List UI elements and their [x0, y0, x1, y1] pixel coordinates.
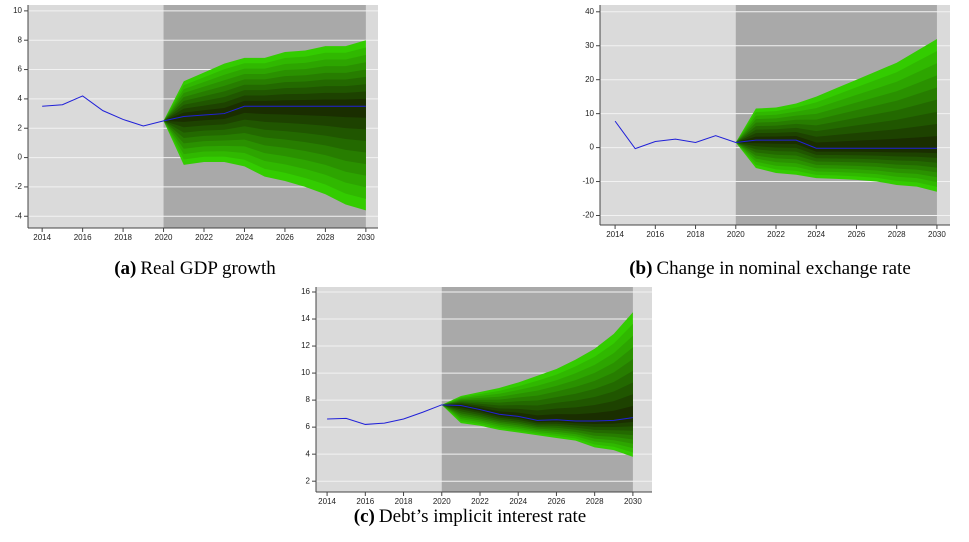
x-tick-label: 2020 — [155, 233, 173, 242]
caption-text: Change in nominal exchange rate — [656, 258, 910, 279]
caption-text: Real GDP growth — [140, 258, 276, 279]
y-tick-label: 30 — [585, 41, 594, 50]
caption: (b) Change in nominal exchange rate — [629, 258, 911, 279]
y-tick-label: 0 — [18, 153, 23, 162]
y-tick-label: -10 — [582, 177, 594, 186]
y-tick-label: 20 — [585, 75, 594, 84]
y-tick-label: -2 — [15, 182, 23, 191]
x-tick-label: 2022 — [471, 497, 489, 506]
x-tick-label: 2016 — [646, 230, 664, 239]
x-tick-label: 2024 — [807, 230, 825, 239]
y-tick-label: -4 — [15, 211, 23, 220]
y-tick-label: 8 — [306, 395, 311, 404]
x-tick-label: 2024 — [236, 233, 254, 242]
caption: (a) Real GDP growth — [114, 258, 276, 279]
y-tick-label: 6 — [18, 65, 23, 74]
x-tick-label: 2016 — [356, 497, 374, 506]
x-tick-label: 2016 — [74, 233, 92, 242]
y-tick-label: 2 — [306, 476, 311, 485]
x-tick-label: 2018 — [395, 497, 413, 506]
y-tick-label: 6 — [306, 422, 311, 431]
y-tick-label: 8 — [18, 35, 23, 44]
caption-text: Debt’s implicit interest rate — [379, 506, 586, 527]
caption-label: (c) — [354, 506, 375, 527]
fan-layer — [163, 98, 366, 122]
x-tick-label: 2030 — [928, 230, 946, 239]
y-tick-label: 10 — [13, 6, 22, 15]
x-tick-label: 2028 — [586, 497, 604, 506]
x-tick-label: 2024 — [509, 497, 527, 506]
x-tick-label: 2030 — [624, 497, 642, 506]
x-tick-label: 2014 — [606, 230, 624, 239]
x-tick-label: 2026 — [548, 497, 566, 506]
y-tick-label: 12 — [301, 341, 310, 350]
x-tick-label: 2028 — [888, 230, 906, 239]
y-tick-label: 2 — [18, 123, 23, 132]
x-tick-label: 2018 — [114, 233, 132, 242]
x-tick-label: 2022 — [767, 230, 785, 239]
line — [42, 95, 366, 127]
x-tick-label: 2022 — [195, 233, 213, 242]
caption-label: (b) — [629, 258, 652, 279]
x-tick-label: 2018 — [687, 230, 705, 239]
y-tick-label: 4 — [18, 94, 23, 103]
x-tick-label: 2026 — [848, 230, 866, 239]
line — [614, 120, 937, 150]
y-tick-label: 0 — [590, 143, 595, 152]
fan-layer — [441, 404, 633, 424]
x-tick-label: 2030 — [357, 233, 375, 242]
x-tick-label: 2014 — [318, 497, 336, 506]
caption: (c) Debt’s implicit interest rate — [354, 506, 586, 527]
x-tick-label: 2026 — [276, 233, 294, 242]
line — [327, 404, 633, 425]
panel: 2 4 6 8 10 12 14 16 2014 2016 2018 2020 2022 2024 2026… — [301, 287, 652, 527]
y-tick-label: 10 — [585, 109, 594, 118]
x-tick-label: 2014 — [33, 233, 51, 242]
caption-label: (a) — [114, 258, 136, 279]
y-tick-label: 14 — [301, 314, 310, 323]
y-tick-label: 40 — [585, 7, 594, 16]
x-tick-label: 2020 — [727, 230, 745, 239]
panel: -4 -2 0 2 4 6 8 10 2014 2016 2018 2020 2022 2024 2026 2… — [13, 5, 378, 279]
y-tick-label: 16 — [301, 287, 310, 296]
y-tick-label: 4 — [306, 449, 311, 458]
y-tick-label: -20 — [582, 211, 594, 220]
x-tick-label: 2028 — [317, 233, 335, 242]
x-tick-label: 2020 — [433, 497, 451, 506]
y-tick-label: 10 — [301, 368, 310, 377]
